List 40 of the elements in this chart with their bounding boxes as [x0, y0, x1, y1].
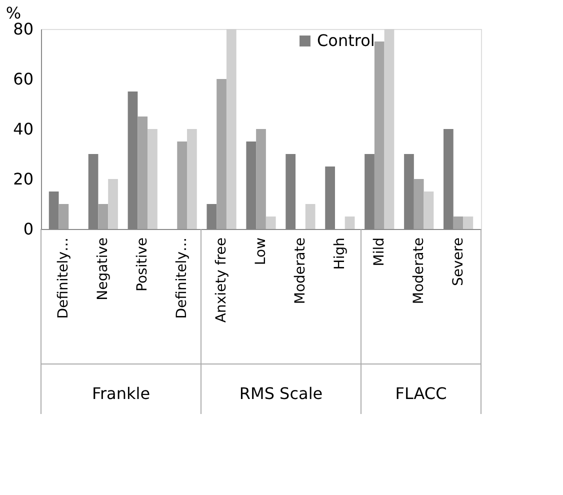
- bar: [226, 29, 236, 229]
- bar: [414, 179, 424, 229]
- x-tick-label: Anxiety free: [214, 238, 230, 323]
- bar: [374, 42, 384, 229]
- x-tick-label: Low: [253, 238, 269, 266]
- x-tick-label: Moderate: [410, 238, 427, 304]
- y-tick-label: 80: [13, 20, 34, 38]
- x-tick-label: High: [332, 238, 348, 270]
- y-tick-label: 40: [13, 120, 34, 138]
- bar: [256, 129, 266, 229]
- y-tick-label: 60: [13, 70, 34, 88]
- text: RMS Scale: [239, 384, 323, 403]
- bar: [138, 116, 148, 229]
- bar: [424, 192, 434, 229]
- bar: [216, 79, 226, 229]
- text: Frankle: [92, 384, 150, 403]
- text: FLACC: [395, 384, 447, 403]
- bar: [98, 204, 108, 229]
- bar: [384, 29, 394, 229]
- bar: [463, 216, 474, 229]
- x-tick-label: Definitely…: [174, 238, 190, 319]
- y-axis-title: %: [6, 4, 22, 22]
- bar: [305, 204, 316, 229]
- bar: [177, 142, 188, 229]
- x-tick-label: Mild: [371, 238, 388, 266]
- x-tick-label: Positive: [134, 238, 151, 292]
- y-tick-label: 0: [23, 220, 34, 238]
- bar: [344, 216, 355, 229]
- bar: [148, 129, 158, 229]
- legend-label: Control: [317, 31, 375, 50]
- bar: [266, 216, 276, 229]
- bar: [453, 216, 464, 229]
- x-tick-label: Definitely…: [56, 238, 72, 319]
- x-tick-label: Negative: [95, 238, 112, 300]
- bar: [108, 179, 118, 229]
- x-tick-label: Severe: [450, 238, 466, 286]
- bar: [187, 129, 197, 229]
- bar: [58, 204, 69, 229]
- x-tick-label: Moderate: [292, 238, 308, 304]
- y-tick-label: 20: [13, 170, 34, 188]
